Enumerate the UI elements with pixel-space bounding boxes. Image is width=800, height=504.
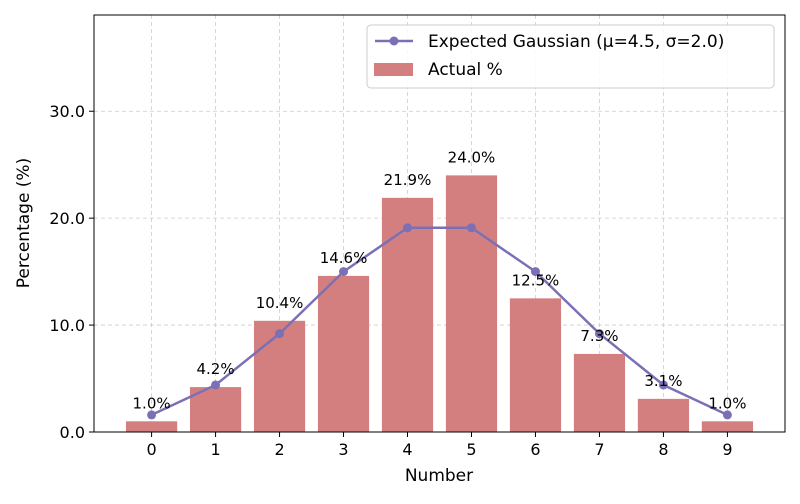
legend-label-expected: Expected Gaussian (μ=4.5, σ=2.0) bbox=[428, 32, 724, 52]
gaussian-point bbox=[722, 410, 732, 420]
x-tick-label: 3 bbox=[338, 440, 348, 459]
y-tick-label: 20.0 bbox=[49, 209, 85, 228]
y-tick-label: 30.0 bbox=[49, 102, 85, 121]
bar bbox=[317, 275, 370, 432]
bar bbox=[125, 421, 178, 432]
bar-value-label: 1.0% bbox=[708, 394, 746, 412]
x-tick-label: 1 bbox=[210, 440, 220, 459]
bar-value-label: 12.5% bbox=[512, 271, 560, 289]
bar-value-label: 7.3% bbox=[580, 327, 618, 345]
bar-label-layer: 1.0% 4.2% 10.4% 14.6% 21.9% 24.0% 12.5% 7.3% 3.1… bbox=[133, 148, 747, 412]
gaussian-point bbox=[339, 267, 349, 277]
bar-value-label: 3.1% bbox=[644, 372, 682, 390]
gaussian-line bbox=[151, 226, 728, 417]
x-tick-label: 8 bbox=[658, 440, 668, 459]
gaussian-point bbox=[466, 223, 476, 233]
bar-layer bbox=[125, 175, 754, 432]
bar-value-label: 10.4% bbox=[256, 294, 304, 312]
x-tick-label: 6 bbox=[530, 440, 540, 459]
x-tick-label: 0 bbox=[146, 440, 156, 459]
bar-value-label: 21.9% bbox=[384, 171, 432, 189]
y-tick-label: 0.0 bbox=[60, 423, 85, 442]
bar bbox=[573, 353, 626, 432]
line-layer bbox=[147, 223, 732, 420]
gaussian-point bbox=[403, 223, 413, 233]
gaussian-point bbox=[530, 267, 540, 277]
legend-marker-swatch bbox=[389, 36, 399, 46]
bar-value-label: 14.6% bbox=[320, 249, 368, 267]
gaussian-point bbox=[594, 329, 604, 339]
bar bbox=[445, 175, 498, 432]
y-axis-title: Percentage (%) bbox=[14, 158, 34, 288]
gaussian-point bbox=[658, 380, 668, 390]
x-tick-label: 5 bbox=[466, 440, 476, 459]
legend-label-actual: Actual % bbox=[428, 60, 503, 80]
x-tick-label: 4 bbox=[402, 440, 412, 459]
bar bbox=[701, 421, 754, 432]
bar-value-label: 24.0% bbox=[448, 148, 496, 166]
gaussian-point bbox=[211, 380, 221, 390]
x-tick-label: 9 bbox=[722, 440, 732, 459]
bar bbox=[509, 298, 562, 432]
gaussian-point bbox=[275, 329, 285, 339]
legend-box bbox=[366, 24, 775, 89]
y-tick-label: 10.0 bbox=[49, 316, 85, 335]
legend: Expected Gaussian (μ=4.5, σ=2.0) Actual … bbox=[366, 24, 775, 89]
axis-layer: 0 1 2 3 4 5 6 7 8 9 0.0 10.0 20.0 30.0 bbox=[49, 102, 732, 459]
gaussian-point bbox=[147, 410, 157, 420]
legend-bar-swatch bbox=[374, 63, 413, 76]
bar bbox=[381, 197, 434, 432]
bar bbox=[189, 387, 242, 432]
bar bbox=[253, 320, 306, 432]
bar bbox=[637, 398, 690, 432]
bar-value-label: 4.2% bbox=[197, 360, 235, 378]
x-axis-title: Number bbox=[405, 466, 473, 486]
x-tick-label: 2 bbox=[274, 440, 284, 459]
plot-frame bbox=[93, 14, 786, 433]
bar-value-label: 1.0% bbox=[133, 394, 171, 412]
x-tick-label: 7 bbox=[594, 440, 604, 459]
